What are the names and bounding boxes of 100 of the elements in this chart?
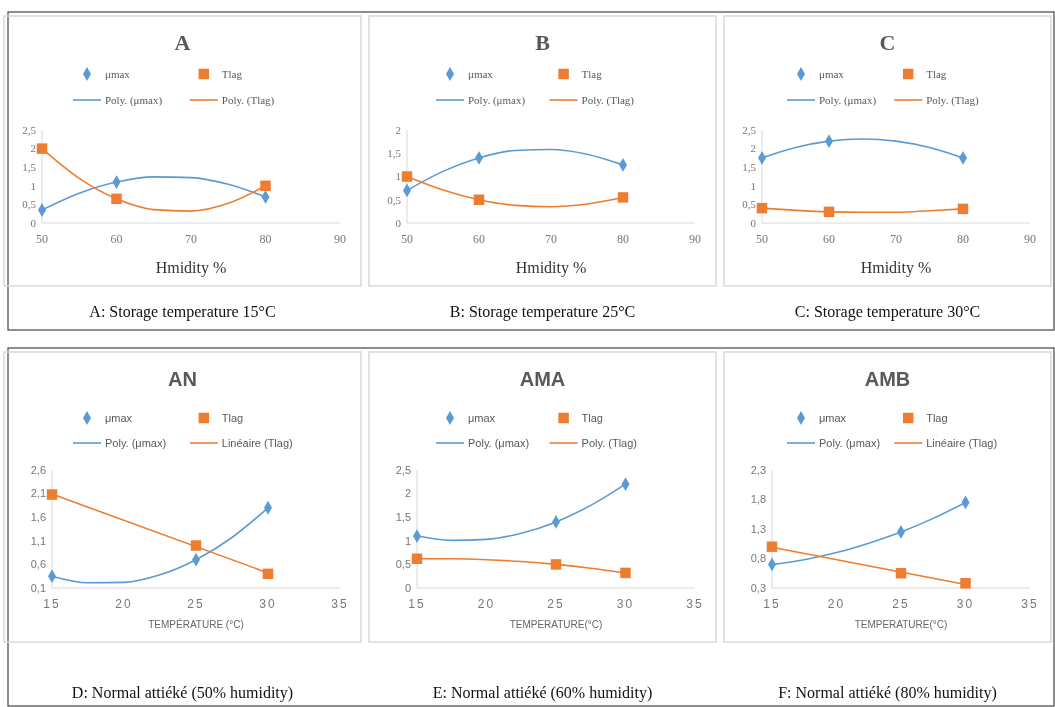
point: [550, 559, 562, 570]
legend-label: Tlag: [581, 411, 604, 424]
x-tick-label: 35: [686, 597, 704, 611]
chart-title: AMA: [519, 368, 566, 390]
legend-label: Tlag: [926, 67, 947, 80]
y-tick-label: 2: [404, 487, 411, 500]
x-tick-label: 25: [187, 597, 205, 611]
text: F: Normal attiéké (80% humidity): [778, 684, 997, 702]
y-tick-label: 0: [404, 581, 411, 594]
legend-label: μmax: [819, 411, 847, 424]
y-tick-label: 1: [395, 170, 401, 183]
y-tick-label: 2: [395, 123, 401, 136]
legend-label: Poly. (μmax): [819, 436, 881, 449]
legend-label: Poly. (Tlag): [221, 93, 275, 107]
legend-label: Poly. (μmax): [105, 93, 163, 107]
y-tick-label: 2: [750, 142, 756, 155]
y-tick-label: 0,5: [395, 558, 411, 571]
point: [262, 568, 274, 580]
x-tick-label: 80: [617, 232, 629, 246]
legend-label: Poly. (μmax): [819, 93, 877, 107]
y-tick-label: 0,5: [22, 198, 37, 211]
y-tick-label: 0,1: [30, 581, 46, 594]
legend-label: Tlag: [581, 67, 603, 80]
x-tick-label: 20: [477, 597, 496, 611]
y-tick-label: 1,5: [742, 161, 757, 174]
x-tick-label: 50: [36, 232, 48, 246]
x-tick-label: 30: [616, 597, 635, 611]
point: [895, 568, 907, 579]
legend-label: Tlag: [221, 67, 243, 80]
x-tick-label: 25: [547, 597, 565, 611]
y-tick-label: 0: [30, 216, 37, 229]
point: [756, 202, 768, 214]
x-axis-title: Hmidity %: [155, 259, 227, 277]
y-tick-label: 2,6: [30, 463, 46, 476]
y-tick-label: 0,5: [742, 198, 757, 211]
x-axis-title: Hmidity %: [515, 259, 587, 277]
point: [36, 143, 48, 154]
legend-label: μmax: [105, 67, 131, 80]
x-tick-label: 70: [890, 232, 902, 246]
x-tick-label: 50: [756, 232, 768, 246]
legend-label: μmax: [468, 67, 494, 80]
x-axis-title: TEMPERATURE(°C): [854, 619, 948, 630]
y-tick-label: 0,8: [750, 552, 766, 565]
legend-label: Tlag: [221, 411, 244, 424]
text: D: Normal attiéké (50% humidity): [71, 684, 294, 702]
legend-label: Poly. (Tlag): [581, 93, 635, 107]
x-tick-label: 25: [892, 597, 910, 611]
legend-label: Linéaire (Tlag): [926, 436, 998, 449]
x-tick-label: 70: [185, 232, 197, 246]
point: [190, 540, 202, 551]
x-tick-label: 90: [689, 232, 701, 246]
x-tick-label: 90: [1024, 232, 1036, 246]
x-tick-label: 90: [334, 232, 346, 246]
point: [260, 180, 271, 192]
legend-label: Poly. (μmax): [468, 436, 530, 449]
y-tick-label: 1,5: [22, 161, 37, 174]
y-tick-label: 1: [750, 179, 756, 192]
point: [957, 203, 969, 215]
x-tick-label: 80: [957, 232, 969, 246]
x-tick-label: 35: [1021, 597, 1039, 611]
y-tick-label: 2,5: [742, 123, 757, 136]
chart-title: A: [174, 30, 191, 55]
y-tick-label: 0,3: [750, 581, 766, 594]
text: C: Storage temperature 30°C: [794, 303, 981, 321]
x-tick-label: 35: [331, 597, 349, 611]
y-tick-label: 0,5: [387, 193, 402, 206]
point: [960, 578, 971, 589]
y-tick-label: 2,5: [22, 123, 37, 136]
x-axis-title: TEMPERATURE(°C): [509, 619, 603, 630]
x-tick-label: 15: [763, 597, 781, 611]
legend-label: Linéaire (Tlag): [221, 436, 293, 449]
legend-label: Poly. (Tlag): [581, 436, 638, 449]
legend-label: μmax: [819, 67, 845, 80]
x-tick-label: 60: [110, 232, 123, 246]
x-tick-label: 20: [827, 597, 846, 611]
point: [401, 171, 413, 182]
x-tick-label: 50: [401, 232, 413, 246]
x-tick-label: 15: [43, 597, 61, 611]
point: [473, 194, 485, 205]
legend-label: μmax: [468, 411, 496, 424]
x-tick-label: 80: [259, 232, 272, 246]
x-axis-title: Hmidity %: [860, 259, 932, 277]
x-tick-label: 15: [408, 597, 426, 611]
legend-label: Poly. (μmax): [105, 436, 167, 449]
y-tick-label: 1: [30, 179, 36, 192]
chart-title: B: [535, 30, 551, 55]
y-tick-label: 2: [30, 142, 36, 155]
x-axis-title: TEMPÉRATURE (°C): [148, 618, 244, 630]
y-tick-label: 1: [404, 534, 411, 547]
x-tick-label: 60: [473, 232, 485, 246]
legend-label: μmax: [105, 411, 133, 424]
y-tick-label: 0: [395, 216, 402, 229]
x-tick-label: 70: [545, 232, 557, 246]
chart-title: AMB: [864, 368, 911, 390]
x-tick-label: 30: [259, 597, 277, 611]
y-tick-label: 0: [750, 216, 757, 229]
x-tick-label: 30: [956, 597, 975, 611]
chart-title: AN: [168, 368, 197, 390]
point: [411, 553, 423, 564]
legend-label: Tlag: [926, 411, 948, 424]
